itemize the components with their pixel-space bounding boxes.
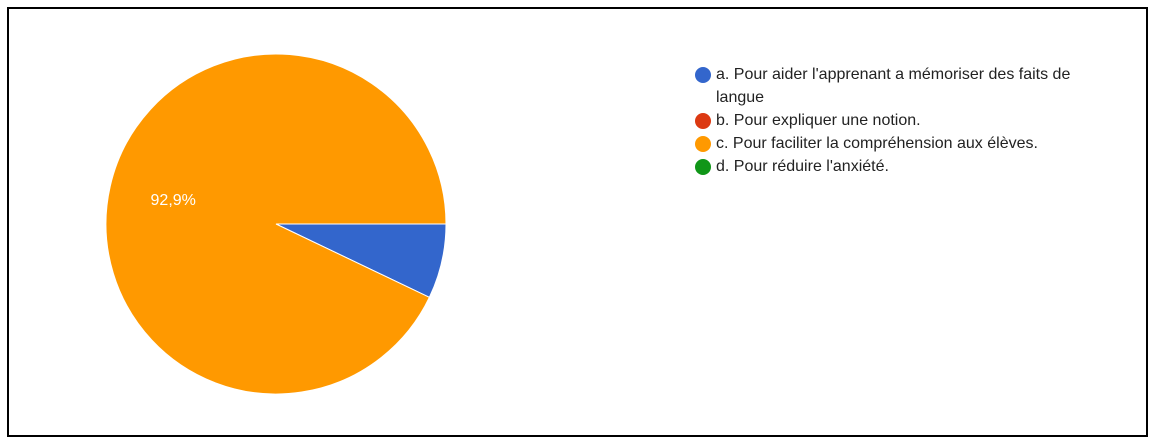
legend: a. Pour aider l'apprenant a mémoriser de… (688, 63, 1108, 178)
legend-item[interactable]: b. Pour expliquer une notion. (688, 109, 1108, 132)
legend-label: c. Pour faciliter la compréhension aux é… (716, 135, 1038, 152)
legend-item[interactable]: a. Pour aider l'apprenant a mémoriser de… (688, 63, 1108, 109)
pie-chart: 92,9% (105, 53, 447, 395)
legend-label: a. Pour aider l'apprenant a mémoriser de… (716, 66, 1071, 106)
pie-slice-label: 92,9% (151, 192, 196, 209)
legend-label: b. Pour expliquer une notion. (716, 112, 921, 129)
legend-swatch (695, 136, 711, 152)
legend-label: d. Pour réduire l'anxiété. (716, 158, 889, 175)
pie-slices (105, 53, 447, 395)
legend-item[interactable]: c. Pour faciliter la compréhension aux é… (688, 132, 1108, 155)
pie-slice[interactable] (105, 53, 447, 395)
legend-item[interactable]: d. Pour réduire l'anxiété. (688, 155, 1108, 178)
legend-swatch (695, 113, 711, 129)
pie-slice-labels: 92,9% (151, 192, 196, 209)
legend-swatch (695, 159, 711, 175)
legend-swatch (695, 67, 711, 83)
